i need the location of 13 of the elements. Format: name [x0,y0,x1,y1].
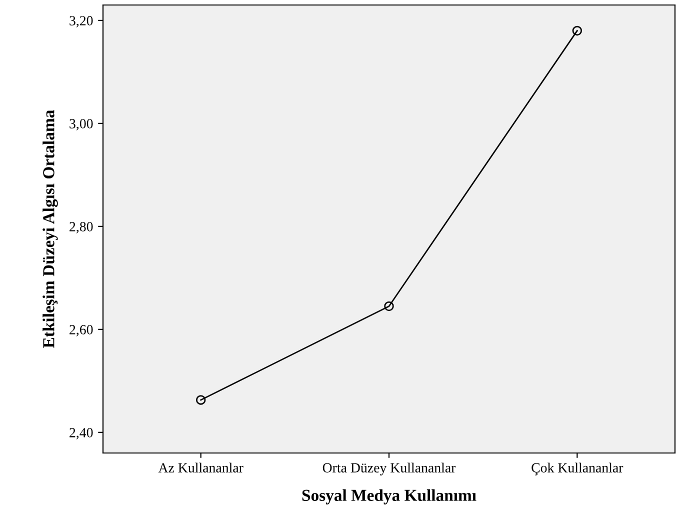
point [384,301,394,312]
x-tick-label: Az Kullananlar [158,462,244,472]
y-tick-label: 3,20 [70,16,93,28]
x-axis-title: Sosyal Medya Kullanımı [302,489,476,504]
y-tick-label: 3,00 [70,119,93,130]
x-tick-label: Çok Kullananlar [532,462,624,476]
y-tick-label: 2,80 [70,222,93,234]
y-tick-label: 2,60 [70,324,93,336]
x-tick-label: Orta Düzey Kullananlar [322,462,456,476]
point [196,395,206,405]
y-tick-label: 2,40 [70,428,93,440]
y-axis-title: Etkileşim Düzeyi Algısı Ortalama [42,110,58,348]
point [572,26,582,36]
